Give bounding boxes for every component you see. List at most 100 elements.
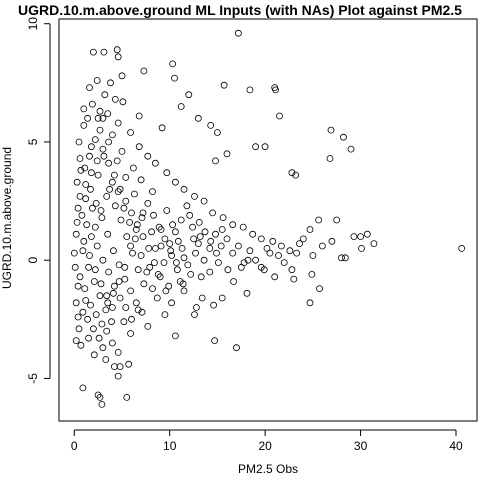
- data-point: [163, 207, 171, 214]
- data-point: [308, 270, 316, 278]
- data-point: [140, 280, 148, 288]
- data-point: [105, 268, 112, 276]
- data-point: [135, 143, 143, 151]
- data-point: [309, 252, 317, 259]
- data-point: [244, 256, 252, 264]
- data-point: [171, 178, 179, 186]
- data-point: [127, 287, 135, 295]
- data-point: [96, 107, 104, 115]
- data-point: [84, 315, 91, 323]
- data-point: [106, 185, 113, 193]
- data-point: [91, 223, 99, 231]
- data-point: [191, 311, 198, 319]
- data-point: [223, 235, 231, 243]
- data-point: [200, 197, 208, 205]
- data-point: [78, 211, 86, 219]
- data-point: [114, 372, 122, 380]
- data-point: [100, 48, 108, 56]
- data-point: [98, 214, 106, 222]
- data-point: [94, 114, 102, 122]
- data-point: [201, 228, 209, 236]
- data-point: [117, 216, 125, 224]
- data-point: [197, 273, 205, 281]
- x-axis: 0 10 20 30 40: [71, 429, 463, 453]
- data-point: [230, 278, 238, 285]
- data-point: [122, 173, 130, 181]
- data-point: [99, 145, 107, 153]
- data-point: [129, 164, 137, 172]
- data-point: [154, 270, 162, 278]
- chart-title: UGRD.10.m.above.ground ML Inputs (with N…: [18, 2, 462, 18]
- data-point: [76, 192, 84, 200]
- data-point: [134, 266, 142, 274]
- data-point: [190, 235, 198, 243]
- data-point: [166, 240, 174, 248]
- data-point: [161, 311, 169, 319]
- data-point: [210, 301, 218, 309]
- data-point: [269, 237, 277, 245]
- data-point: [90, 351, 98, 359]
- data-point: [138, 214, 146, 222]
- data-point: [93, 77, 101, 84]
- y-axis: -5 0 5 10: [26, 17, 51, 384]
- data-point: [172, 259, 180, 267]
- data-point: [73, 218, 81, 226]
- data-point: [318, 242, 326, 250]
- data-point: [118, 72, 126, 80]
- data-point: [223, 150, 231, 158]
- data-point: [116, 294, 124, 302]
- data-point: [163, 169, 171, 177]
- data-point: [315, 216, 323, 224]
- data-point: [89, 204, 96, 212]
- data-point: [167, 247, 175, 255]
- data-point: [195, 218, 203, 226]
- data-point: [111, 282, 118, 290]
- data-point: [277, 242, 285, 250]
- data-point: [82, 296, 90, 304]
- data-point: [249, 230, 257, 238]
- data-point: [229, 249, 237, 257]
- data-point: [144, 199, 152, 207]
- data-point: [358, 244, 365, 252]
- data-point: [177, 216, 185, 224]
- data-point: [192, 304, 200, 311]
- data-point: [194, 114, 202, 122]
- data-point: [128, 209, 135, 217]
- data-point: [192, 249, 199, 257]
- data-point: [114, 188, 122, 196]
- data-point: [186, 211, 194, 219]
- data-point: [97, 207, 105, 214]
- x-tick-label: 10: [163, 439, 177, 453]
- data-point: [120, 318, 128, 326]
- data-point: [85, 334, 92, 342]
- data-point: [183, 202, 191, 210]
- data-point: [153, 294, 161, 302]
- data-point: [189, 223, 197, 231]
- data-point: [224, 266, 232, 274]
- data-point: [93, 242, 101, 250]
- data-point: [90, 48, 97, 56]
- data-point: [111, 96, 119, 103]
- data-point: [233, 344, 240, 352]
- data-point: [75, 325, 83, 333]
- data-point: [219, 214, 227, 222]
- data-point: [252, 256, 260, 264]
- data-point: [109, 178, 116, 186]
- data-point: [105, 138, 112, 146]
- data-point: [162, 287, 170, 295]
- data-point: [177, 103, 185, 110]
- data-point: [213, 129, 221, 136]
- data-point: [296, 240, 303, 248]
- data-point: [194, 240, 202, 248]
- data-point: [82, 181, 90, 188]
- data-point: [102, 356, 110, 363]
- data-point: [97, 280, 105, 288]
- data-point: [79, 384, 87, 392]
- data-point: [145, 244, 153, 252]
- data-point: [74, 282, 82, 290]
- data-point: [88, 143, 95, 151]
- data-point: [87, 301, 94, 309]
- data-point: [272, 86, 280, 94]
- data-point: [341, 254, 349, 262]
